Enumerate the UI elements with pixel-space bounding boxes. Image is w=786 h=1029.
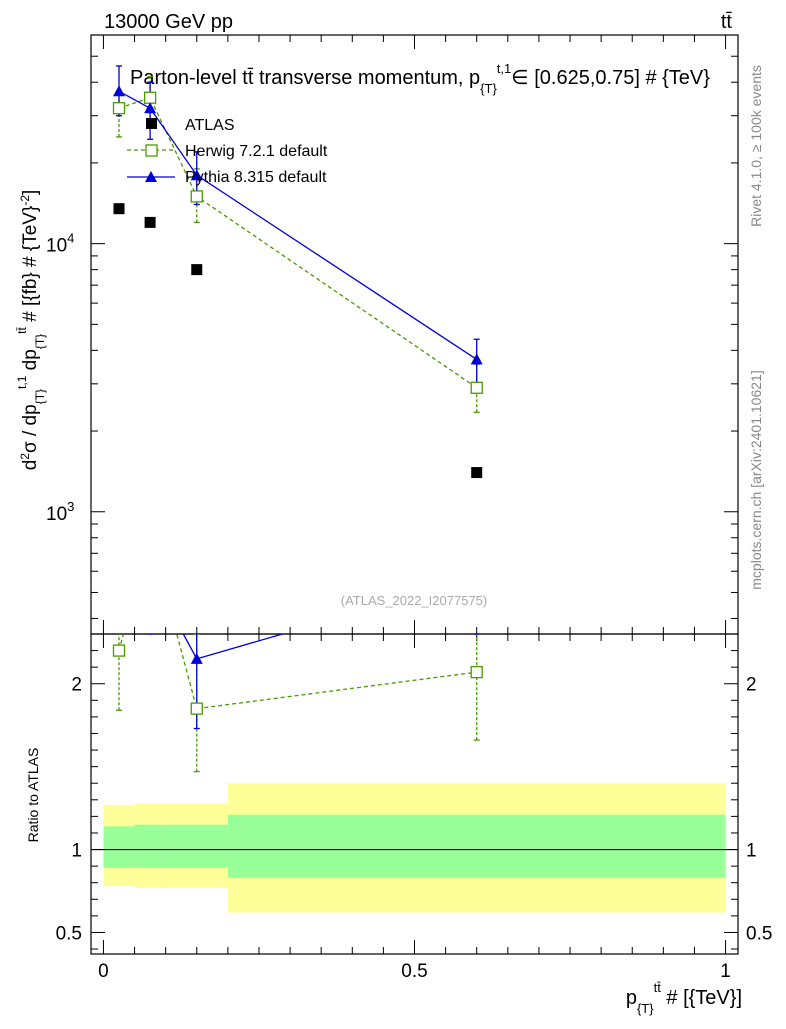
rivet-version-label: Rivet 4.1.0, ≥ 100k events xyxy=(748,65,764,227)
plot-title: Parton-level tt̄ transverse momentum, p{… xyxy=(130,61,710,96)
ratio-band-inner xyxy=(165,824,228,868)
pythia-ratio-marker xyxy=(113,555,125,566)
ratio-band-inner xyxy=(103,826,135,868)
x-tick-label: 1 xyxy=(720,961,731,982)
ratio-y-tick-label-right: 1 xyxy=(746,841,757,862)
x-axis: 0 0.5 1 xyxy=(98,35,731,982)
pythia-ratio-marker xyxy=(190,652,203,664)
pythia-ratio-line xyxy=(182,634,285,660)
atlas-data-point xyxy=(191,264,203,276)
main-y-tick-label: 104 xyxy=(46,231,74,257)
atlas-data-point xyxy=(471,467,483,479)
ratio-band-inner xyxy=(227,814,726,878)
pythia-marker xyxy=(144,102,157,114)
ratio-y-axis-title: Ratio to ATLAS xyxy=(25,748,41,843)
legend-herwig-marker xyxy=(145,144,158,157)
herwig-marker xyxy=(190,190,203,203)
ratio-y-axis: 0.5 0.5 1 1 2 2 xyxy=(56,633,772,950)
atlas-data-point xyxy=(144,216,156,228)
ratio-y-tick-label-left: 2 xyxy=(71,675,82,696)
pythia-marker xyxy=(470,353,483,365)
mcplots-label: mcplots.cern.ch [arXiv:2401.10621] xyxy=(748,370,764,589)
pythia-ratio-marker xyxy=(471,572,483,583)
legend-atlas-marker xyxy=(146,118,157,129)
collision-label: 13000 GeV pp xyxy=(104,11,233,33)
herwig-marker xyxy=(112,102,126,115)
pythia-marker xyxy=(190,169,203,181)
ratio-band-inner xyxy=(134,824,166,868)
legend-pythia-label: Pythia 8.315 default xyxy=(185,169,327,186)
analysis-id-watermark: (ATLAS_2022_I2077575) xyxy=(341,593,487,608)
atlas-data-point xyxy=(113,203,125,215)
main-y-tick-label: 103 xyxy=(46,499,74,525)
x-tick-label: 0.5 xyxy=(401,961,427,982)
herwig-ratio-marker xyxy=(145,529,156,540)
ratio-y-tick-label-left: 1 xyxy=(71,841,82,862)
herwig-marker xyxy=(143,91,157,104)
ratio-y-tick-label-left: 0.5 xyxy=(56,923,82,944)
herwig-ratio-marker xyxy=(112,644,126,657)
pythia-line xyxy=(118,90,478,360)
ratio-series-layer xyxy=(112,529,483,773)
x-tick-label: 0 xyxy=(98,961,109,982)
main-series-layer xyxy=(112,65,483,479)
herwig-line xyxy=(118,96,478,389)
legend-atlas-label: ATLAS xyxy=(185,117,235,134)
herwig-ratio-marker xyxy=(190,702,203,715)
herwig-ratio-line xyxy=(118,634,477,710)
legend-pythia-marker xyxy=(145,171,157,182)
herwig-marker xyxy=(470,381,483,394)
x-axis-title: p{T}tt̄ # [{TeV}] xyxy=(626,980,742,1016)
ratio-uncertainty-bands xyxy=(91,783,738,913)
herwig-ratio-marker xyxy=(470,665,483,679)
legend: ATLAS Herwig 7.2.1 default Pythia 8.315 … xyxy=(127,117,328,186)
pythia-marker xyxy=(112,85,125,97)
ratio-y-tick-label-right: 0.5 xyxy=(746,923,772,944)
main-y-axis-title: d2σ / dp{T}t,1 dp{T}tt̄ # [{fb} # {TeV}-… xyxy=(15,190,47,471)
main-y-axis: 103104105 xyxy=(46,34,738,619)
pythia-ratio-marker xyxy=(144,567,156,578)
ratio-y-tick-label-right: 2 xyxy=(746,675,757,696)
legend-herwig-label: Herwig 7.2.1 default xyxy=(185,143,328,160)
process-label: tt̄ xyxy=(721,11,733,33)
